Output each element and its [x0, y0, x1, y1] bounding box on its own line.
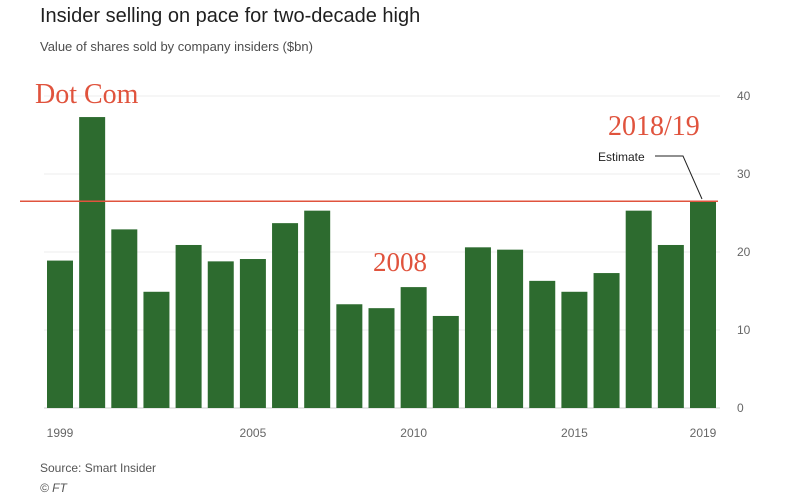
bar-2005	[239, 259, 266, 408]
y-tick-label: 0	[737, 401, 744, 415]
bar-2014	[529, 280, 556, 408]
x-tick-label: 1999	[47, 426, 74, 440]
estimate-label: Estimate	[598, 150, 645, 164]
bar-2018	[657, 244, 684, 408]
y-axis: 0 10 20 30 40	[737, 89, 751, 415]
bar-2007	[304, 210, 331, 408]
credit-note: © FT	[40, 481, 67, 495]
bar-2009	[368, 308, 395, 408]
bar-2008	[336, 304, 363, 408]
x-axis: 1999 2005 2010 2015 2019	[47, 426, 717, 440]
x-tick-label: 2015	[561, 426, 588, 440]
annotation-2008: 2008	[373, 247, 427, 277]
y-tick-label: 40	[737, 89, 751, 103]
bar-2019	[690, 201, 716, 408]
y-tick-label: 30	[737, 167, 751, 181]
bar-2013	[497, 249, 524, 408]
bar-2001	[111, 229, 138, 408]
source-note: Source: Smart Insider	[40, 461, 157, 475]
chart-title: Insider selling on pace for two-decade h…	[40, 5, 421, 27]
bar-2006	[272, 223, 299, 408]
bar-2017	[625, 210, 652, 408]
bar-2002	[143, 291, 170, 408]
bar-2011	[432, 315, 459, 408]
bar-2015	[561, 291, 588, 408]
y-tick-label: 10	[737, 323, 751, 337]
bar-1999	[47, 260, 73, 408]
annotation-2018-19: 2018/19	[608, 111, 700, 142]
bar-2012	[464, 247, 491, 408]
chart-subtitle: Value of shares sold by company insiders…	[40, 39, 313, 54]
bar-2000	[79, 117, 106, 408]
bar-2016	[593, 273, 620, 408]
estimate-leader-line	[655, 155, 703, 200]
y-tick-label: 20	[737, 245, 751, 259]
bar-2010	[400, 287, 427, 408]
bars	[47, 117, 716, 408]
x-tick-label: 2010	[400, 426, 427, 440]
bar-2004	[207, 261, 234, 408]
x-tick-label: 2019	[690, 426, 717, 440]
x-tick-label: 2005	[240, 426, 267, 440]
annotation-dot-com: Dot Com	[35, 79, 139, 110]
bar-2003	[175, 244, 202, 408]
